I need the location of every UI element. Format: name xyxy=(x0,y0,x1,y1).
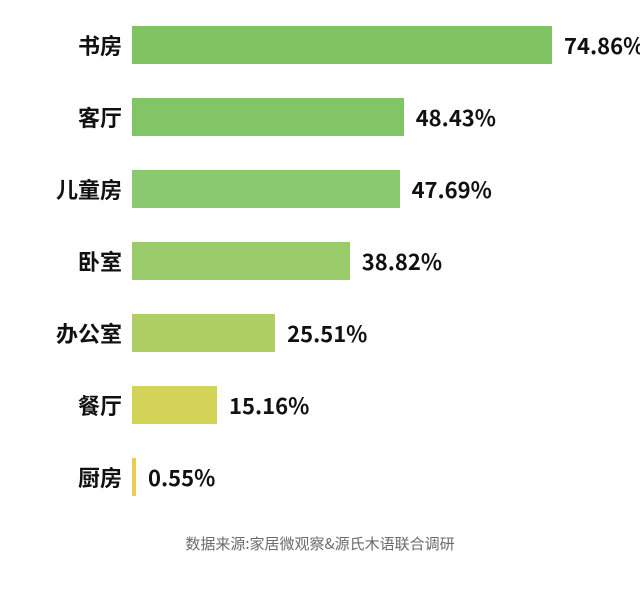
chart-source: 数据来源:家居微观察&源氏木语联合调研 xyxy=(0,533,640,554)
category-label: 儿童房 xyxy=(44,173,132,205)
chart-row: 餐厅 15.16% xyxy=(44,386,604,424)
category-label: 客厅 xyxy=(44,101,132,133)
category-label: 书房 xyxy=(44,29,132,61)
chart-row: 卧室 38.82% xyxy=(44,242,604,280)
category-label: 办公室 xyxy=(44,317,132,349)
bar-track: 74.86% xyxy=(132,26,552,64)
bar-track: 0.55% xyxy=(132,458,552,496)
horizontal-bar-chart: 书房74.86% 客厅 48.43% 儿童房 47.69% 卧室 38.82% 办公室 25.5… xyxy=(44,26,604,530)
bar xyxy=(132,170,400,208)
chart-row: 办公室 25.51% xyxy=(44,314,604,352)
category-label: 餐厅 xyxy=(44,389,132,421)
category-label: 厨房 xyxy=(44,461,132,493)
bar xyxy=(132,386,217,424)
chart-row: 客厅 48.43% xyxy=(44,98,604,136)
value-label: 25.51% xyxy=(287,317,367,349)
value-label: 0.55% xyxy=(148,461,215,493)
bar xyxy=(132,314,275,352)
chart-row: 儿童房 47.69% xyxy=(44,170,604,208)
chart-row: 书房74.86% xyxy=(44,26,604,64)
bar xyxy=(132,26,552,64)
value-label: 47.69% xyxy=(412,173,492,205)
category-label: 卧室 xyxy=(44,245,132,277)
value-label: 74.86% xyxy=(564,29,640,61)
value-label: 15.16% xyxy=(229,389,309,421)
bar-track: 48.43% xyxy=(132,98,552,136)
bar-track: 47.69% xyxy=(132,170,552,208)
chart-row: 厨房 0.55% xyxy=(44,458,604,496)
bar xyxy=(132,98,404,136)
bar-track: 15.16% xyxy=(132,386,552,424)
bar xyxy=(132,242,350,280)
bar-track: 38.82% xyxy=(132,242,552,280)
bar-track: 25.51% xyxy=(132,314,552,352)
value-label: 48.43% xyxy=(416,101,496,133)
value-label: 38.82% xyxy=(362,245,442,277)
bar xyxy=(132,458,136,496)
